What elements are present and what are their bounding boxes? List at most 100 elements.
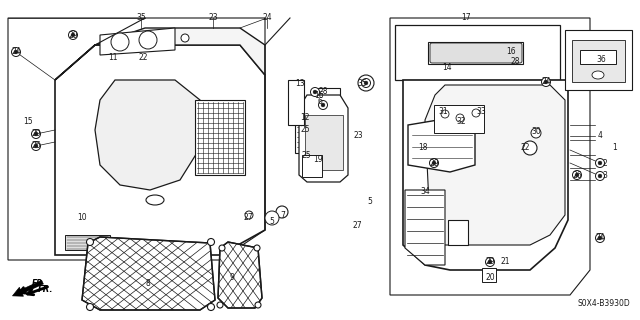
Circle shape	[217, 302, 223, 308]
Text: 26: 26	[572, 171, 582, 180]
Text: 26: 26	[31, 141, 41, 150]
Text: 35: 35	[136, 13, 146, 22]
Text: 16: 16	[314, 91, 324, 100]
Polygon shape	[405, 190, 445, 265]
Circle shape	[544, 80, 548, 84]
Circle shape	[573, 171, 582, 180]
Polygon shape	[408, 118, 475, 172]
Circle shape	[14, 50, 18, 54]
Circle shape	[321, 103, 325, 107]
Text: 25: 25	[300, 125, 310, 134]
Circle shape	[255, 302, 261, 308]
Text: 8: 8	[146, 278, 150, 287]
Circle shape	[207, 238, 214, 245]
Text: 33: 33	[476, 108, 486, 116]
Bar	[288, 80, 304, 125]
Circle shape	[430, 159, 438, 167]
Circle shape	[598, 161, 602, 165]
Circle shape	[139, 31, 157, 49]
Bar	[434, 105, 484, 133]
Text: 17: 17	[461, 13, 471, 22]
Circle shape	[181, 34, 189, 42]
Circle shape	[364, 81, 368, 85]
Circle shape	[31, 130, 40, 139]
Text: 13: 13	[295, 79, 305, 89]
Circle shape	[358, 75, 374, 91]
Circle shape	[432, 161, 436, 165]
Circle shape	[595, 234, 605, 243]
Circle shape	[429, 158, 438, 167]
Circle shape	[488, 260, 492, 264]
Polygon shape	[55, 28, 265, 80]
Bar	[318, 88, 340, 138]
Circle shape	[276, 206, 288, 218]
Circle shape	[595, 172, 605, 180]
Circle shape	[111, 33, 129, 51]
Circle shape	[319, 100, 328, 109]
Ellipse shape	[146, 195, 164, 205]
Polygon shape	[82, 237, 215, 310]
Circle shape	[456, 114, 464, 122]
Circle shape	[598, 174, 602, 178]
Polygon shape	[55, 45, 265, 255]
Circle shape	[310, 87, 319, 97]
Circle shape	[598, 236, 602, 240]
Text: 18: 18	[419, 143, 428, 153]
Text: 29: 29	[485, 258, 495, 267]
Text: 29: 29	[68, 30, 78, 39]
Polygon shape	[65, 235, 110, 250]
Polygon shape	[218, 242, 262, 308]
Text: 36: 36	[596, 55, 606, 65]
Ellipse shape	[592, 71, 604, 79]
Text: 28: 28	[318, 87, 328, 97]
Bar	[295, 118, 323, 153]
Text: 34: 34	[420, 188, 430, 196]
Bar	[305, 115, 343, 170]
Text: 28: 28	[510, 58, 520, 67]
Polygon shape	[218, 242, 262, 308]
Circle shape	[86, 303, 93, 310]
Polygon shape	[403, 80, 568, 270]
Circle shape	[31, 141, 40, 150]
Text: 19: 19	[313, 156, 323, 164]
Circle shape	[86, 238, 93, 245]
Bar	[302, 155, 322, 177]
Circle shape	[68, 30, 77, 39]
Circle shape	[71, 33, 75, 37]
Text: 12: 12	[300, 113, 310, 122]
Text: 27: 27	[243, 213, 253, 222]
Bar	[428, 42, 523, 64]
Polygon shape	[82, 237, 215, 310]
Text: 16: 16	[506, 47, 516, 57]
Polygon shape	[572, 40, 625, 82]
Bar	[448, 220, 468, 245]
Circle shape	[575, 173, 579, 177]
Circle shape	[12, 47, 20, 57]
Text: FR.: FR.	[38, 284, 54, 293]
Text: 3: 3	[603, 172, 607, 180]
Circle shape	[254, 245, 260, 251]
Circle shape	[207, 303, 214, 310]
Circle shape	[472, 109, 480, 117]
Text: 7: 7	[280, 211, 285, 220]
Text: 2: 2	[603, 158, 607, 167]
Text: 22: 22	[138, 52, 148, 61]
Text: 25: 25	[301, 150, 311, 159]
Text: 10: 10	[77, 213, 87, 222]
Text: 22: 22	[520, 143, 530, 153]
Text: 23: 23	[208, 13, 218, 22]
Text: 35: 35	[357, 79, 367, 89]
FancyBboxPatch shape	[430, 43, 522, 63]
Text: 9: 9	[230, 274, 234, 283]
Text: 30: 30	[531, 127, 541, 137]
Polygon shape	[299, 95, 348, 182]
Circle shape	[523, 141, 537, 155]
Text: 1: 1	[612, 143, 618, 153]
Text: 23: 23	[353, 132, 363, 140]
Text: 24: 24	[541, 77, 551, 86]
Bar	[482, 268, 496, 282]
Text: 31: 31	[438, 108, 448, 116]
Polygon shape	[425, 85, 565, 245]
Circle shape	[441, 110, 449, 118]
Text: 5: 5	[367, 197, 372, 206]
